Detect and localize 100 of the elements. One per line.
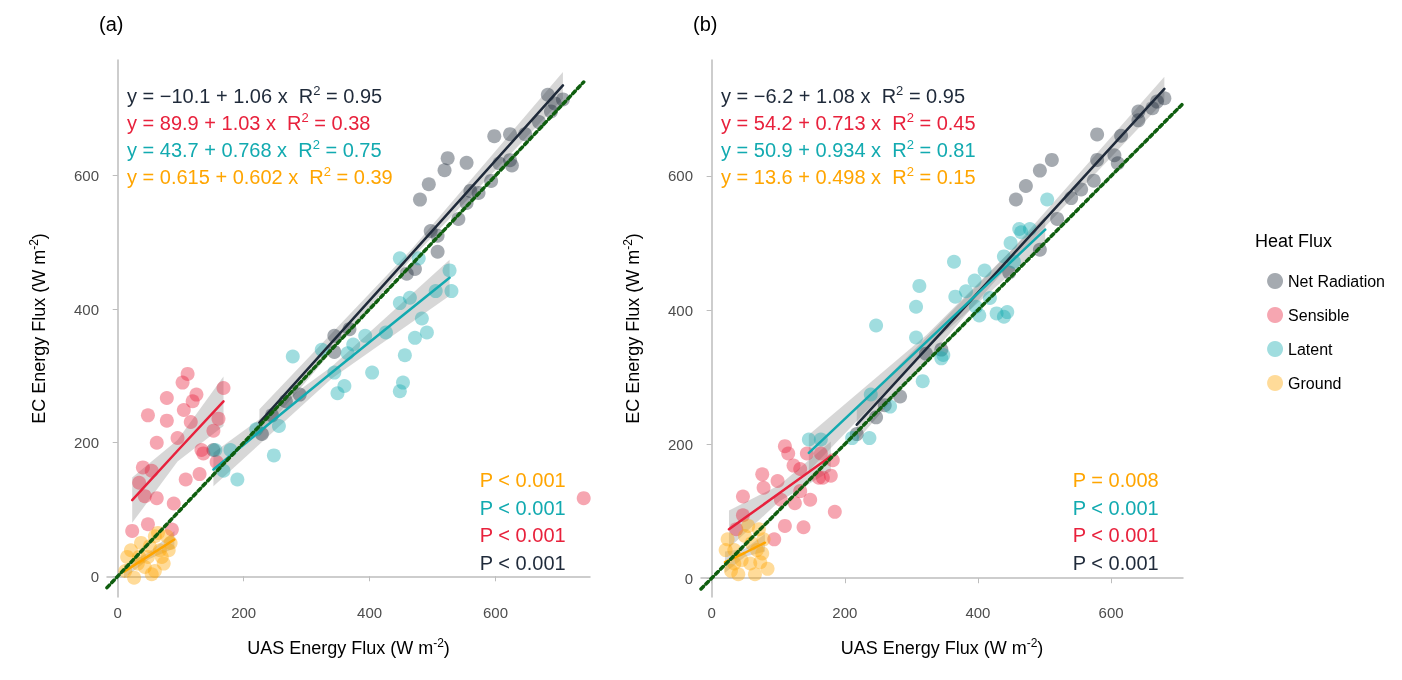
point [503,127,518,142]
x-tick-label: 600 [1098,604,1124,621]
point [211,411,226,426]
point [183,415,198,429]
x-tick-label: 200 [832,604,858,621]
point [1014,225,1029,240]
point [1003,236,1018,251]
point [1032,163,1047,178]
point [444,284,459,299]
point [1008,192,1023,207]
chart-title: (a) [99,13,124,35]
point [869,318,884,333]
y-axis-title: EC Energy Flux (W m-2) [27,233,49,424]
point [967,273,982,288]
point [1050,211,1065,226]
y-tick-label: 0 [684,569,693,587]
point [216,380,231,395]
y-axis-title: EC Energy Flux (W m-2) [621,233,643,424]
point [132,475,147,490]
point [755,467,770,482]
point [392,296,407,311]
point [1018,179,1033,194]
point [149,491,164,506]
point [442,263,457,278]
y-tick-label: 200 [73,434,99,452]
point [781,446,796,461]
point [176,402,191,417]
point [958,284,973,299]
point [1044,152,1059,167]
point [777,518,792,533]
point [862,431,877,446]
point [147,563,162,578]
point [948,289,963,304]
point [170,431,185,446]
point [154,549,169,564]
point [1090,127,1105,142]
annotation: P < 0.001 [479,524,566,546]
point [576,491,591,506]
point [747,567,762,582]
y-tick-label: 400 [73,300,99,318]
x-tick-label: 200 [231,604,257,621]
annotation: P = 0.008 [1072,469,1159,491]
point [801,432,816,447]
point [127,570,142,585]
point [346,337,361,352]
point [166,496,181,511]
point [827,504,842,519]
point [813,446,828,461]
point [909,330,924,345]
y-tick-label: 600 [667,167,693,185]
x-tick-label: 400 [357,604,383,621]
annotation: P < 0.001 [479,496,566,519]
point [815,470,830,485]
x-tick-label: 0 [113,604,122,621]
point [330,386,345,401]
point [915,374,930,389]
point [285,349,300,364]
point [1086,173,1101,188]
point [125,523,140,538]
y-tick-label: 600 [73,167,99,185]
point [407,330,422,345]
point [402,290,417,305]
x-tick-label: 600 [483,604,509,621]
point [397,348,412,363]
point [178,472,193,487]
point [770,474,785,489]
point [206,423,221,438]
point [912,278,927,293]
point [753,555,768,570]
x-tick-label: 400 [965,604,991,621]
chart-title: (b) [693,13,718,35]
point [934,351,949,366]
point [437,163,452,178]
x-tick-label: 0 [707,604,716,621]
legend-label: Ground [1288,374,1342,392]
point [271,419,286,434]
point [741,518,756,533]
point [909,299,924,314]
point [185,394,200,409]
point [365,365,380,380]
point [735,489,750,504]
y-tick-label: 400 [667,301,693,319]
point [159,413,174,428]
point [140,517,155,532]
point [793,461,808,476]
y-tick-label: 0 [90,567,99,585]
point [412,192,427,207]
point [266,448,281,463]
legend-label: Latent [1288,340,1334,358]
point [718,543,733,558]
annotation: P < 0.001 [479,469,566,491]
point [392,384,407,399]
y-tick-label: 200 [667,435,693,453]
point [1040,192,1055,207]
point [421,177,436,192]
point [149,435,164,450]
annotation: P < 0.001 [1072,524,1159,546]
point [756,480,771,495]
point [358,328,373,343]
point [977,263,992,278]
